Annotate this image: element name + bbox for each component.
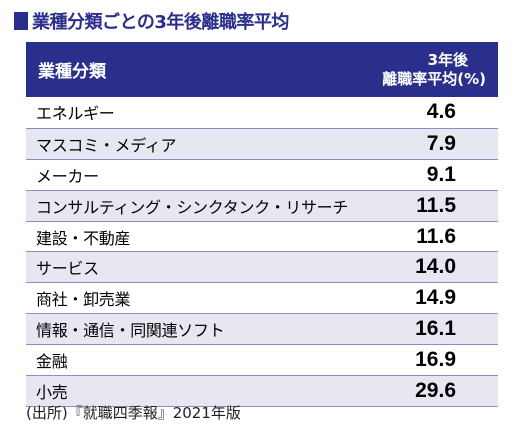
row-category: 建設・不動産 [36, 228, 131, 248]
row-category: メーカー [36, 166, 99, 186]
table-header: 業種分類 3年後 離職率平均(%) [26, 42, 498, 97]
row-category: 小売 [36, 382, 68, 402]
row-value: 14.0 [415, 255, 456, 279]
table-row: 情報・通信・同関連ソフト 16.1 [26, 313, 498, 345]
row-category: コンサルティング・シンクタンク・リサーチ [36, 197, 349, 217]
row-value: 14.9 [415, 286, 456, 310]
row-category: サービス [36, 259, 99, 279]
table-row: マスコミ・メディア 7.9 [26, 127, 498, 159]
table-row: 小売 29.6 [26, 375, 498, 406]
row-value: 4.6 [426, 100, 456, 124]
header-value-line1: 3年後 [427, 50, 468, 69]
row-value: 16.9 [415, 348, 456, 372]
table-row: エネルギー 4.6 [26, 97, 498, 128]
row-category: 商社・卸売業 [36, 290, 131, 310]
header-value: 3年後 離職率平均(%) [382, 51, 486, 89]
source-note: (出所)『就職四季報』2021年版 [26, 404, 241, 422]
row-value: 29.6 [415, 378, 456, 402]
row-category: マスコミ・メディア [36, 135, 177, 155]
row-category: エネルギー [36, 104, 115, 124]
table-row: コンサルティング・シンクタンク・リサーチ 11.5 [26, 189, 498, 221]
chart-title: 業種分類ごとの3年後離職率平均 [32, 12, 289, 33]
table-row: 金融 16.9 [26, 344, 498, 375]
table-row: 建設・不動産 11.6 [26, 220, 498, 252]
title-row: 業種分類ごとの3年後離職率平均 [14, 8, 289, 34]
row-category: 情報・通信・同関連ソフト [36, 321, 225, 341]
row-value: 16.1 [415, 317, 456, 341]
row-value: 11.5 [416, 193, 456, 217]
row-value: 7.9 [426, 131, 456, 155]
table-row: メーカー 9.1 [26, 158, 498, 190]
turnover-table: 業種分類 3年後 離職率平均(%) エネルギー 4.6 マスコミ・メディア 7.9 メー… [26, 42, 498, 407]
table-row: サービス 14.0 [26, 251, 498, 283]
row-value: 11.6 [416, 224, 456, 248]
header-value-line2: 離職率平均(%) [382, 69, 486, 88]
row-category: 金融 [36, 352, 68, 372]
row-value: 9.1 [426, 162, 456, 186]
header-category: 業種分類 [38, 62, 106, 82]
table-body: エネルギー 4.6 マスコミ・メディア 7.9 メーカー 9.1 コンサルティング・シンクタ… [26, 97, 498, 406]
title-square-icon [14, 12, 28, 30]
table-row: 商社・卸売業 14.9 [26, 282, 498, 313]
